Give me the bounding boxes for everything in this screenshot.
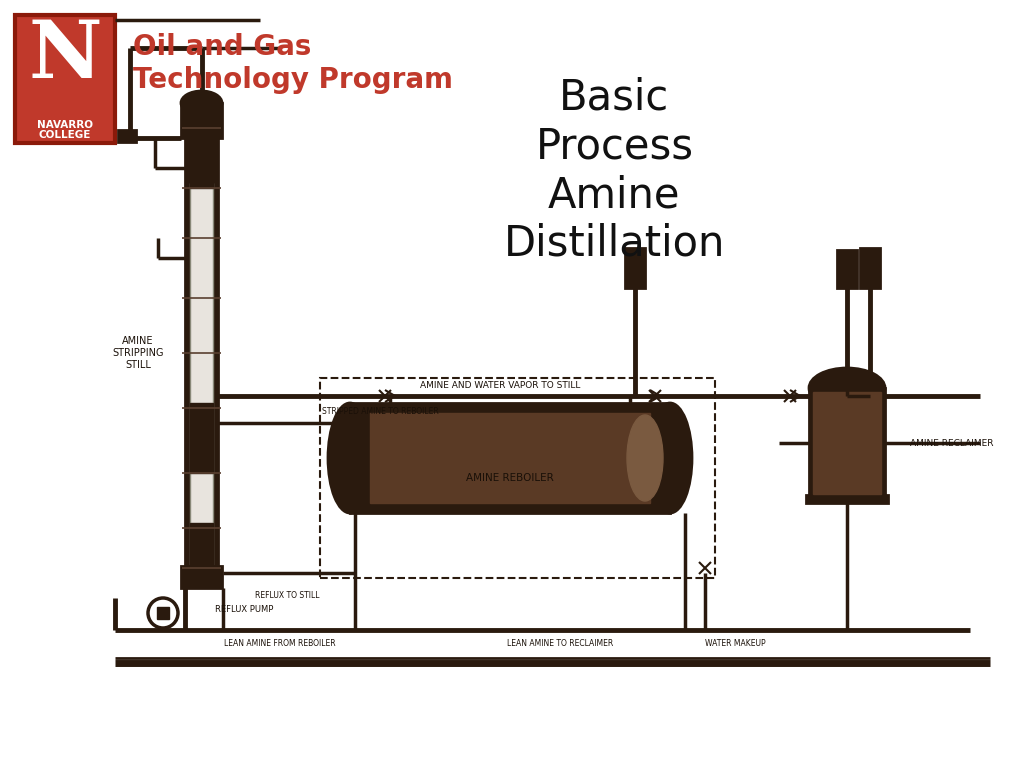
Bar <box>190 183 213 568</box>
Bar <box>190 133 213 188</box>
Ellipse shape <box>648 403 692 513</box>
Text: REFLUX PUMP: REFLUX PUMP <box>215 605 273 614</box>
Text: LEAN AMINE FROM REBOILER: LEAN AMINE FROM REBOILER <box>224 638 336 647</box>
Text: AMINE RECLAIMER: AMINE RECLAIMER <box>910 439 993 448</box>
Bar <box>190 523 213 568</box>
Bar <box>806 495 888 503</box>
Bar <box>181 566 222 588</box>
Bar <box>809 388 885 498</box>
Bar <box>185 108 218 583</box>
Ellipse shape <box>181 91 222 115</box>
Bar <box>190 403 213 473</box>
Text: AMINE
STRIPPING
STILL: AMINE STRIPPING STILL <box>113 336 164 369</box>
Bar <box>860 248 880 288</box>
Bar <box>370 413 650 503</box>
Bar <box>157 607 169 619</box>
Text: NAVARRO: NAVARRO <box>37 120 93 130</box>
Text: N: N <box>29 17 101 95</box>
Text: LEAN AMINE TO RECLAIMER: LEAN AMINE TO RECLAIMER <box>507 638 613 647</box>
Bar <box>181 103 222 138</box>
Text: Oil and Gas
Technology Program: Oil and Gas Technology Program <box>133 34 453 94</box>
Text: WATER MAKEUP: WATER MAKEUP <box>705 638 765 647</box>
Text: STRIPPED AMINE TO REBOILER: STRIPPED AMINE TO REBOILER <box>322 408 438 416</box>
Ellipse shape <box>328 403 372 513</box>
Bar <box>118 130 136 142</box>
Bar <box>625 248 645 288</box>
Ellipse shape <box>809 368 885 408</box>
Text: Basic
Process
Amine
Distillation: Basic Process Amine Distillation <box>504 77 725 265</box>
Bar <box>837 250 857 288</box>
Bar <box>813 392 881 494</box>
Bar <box>319 378 715 578</box>
Bar <box>15 15 115 143</box>
Text: COLLEGE: COLLEGE <box>39 130 91 140</box>
Text: REFLUX TO STILL: REFLUX TO STILL <box>255 591 319 600</box>
Bar <box>350 403 670 513</box>
Text: AMINE AND WATER VAPOR TO STILL: AMINE AND WATER VAPOR TO STILL <box>420 380 581 389</box>
Ellipse shape <box>627 415 663 501</box>
Text: AMINE REBOILER: AMINE REBOILER <box>466 473 554 483</box>
